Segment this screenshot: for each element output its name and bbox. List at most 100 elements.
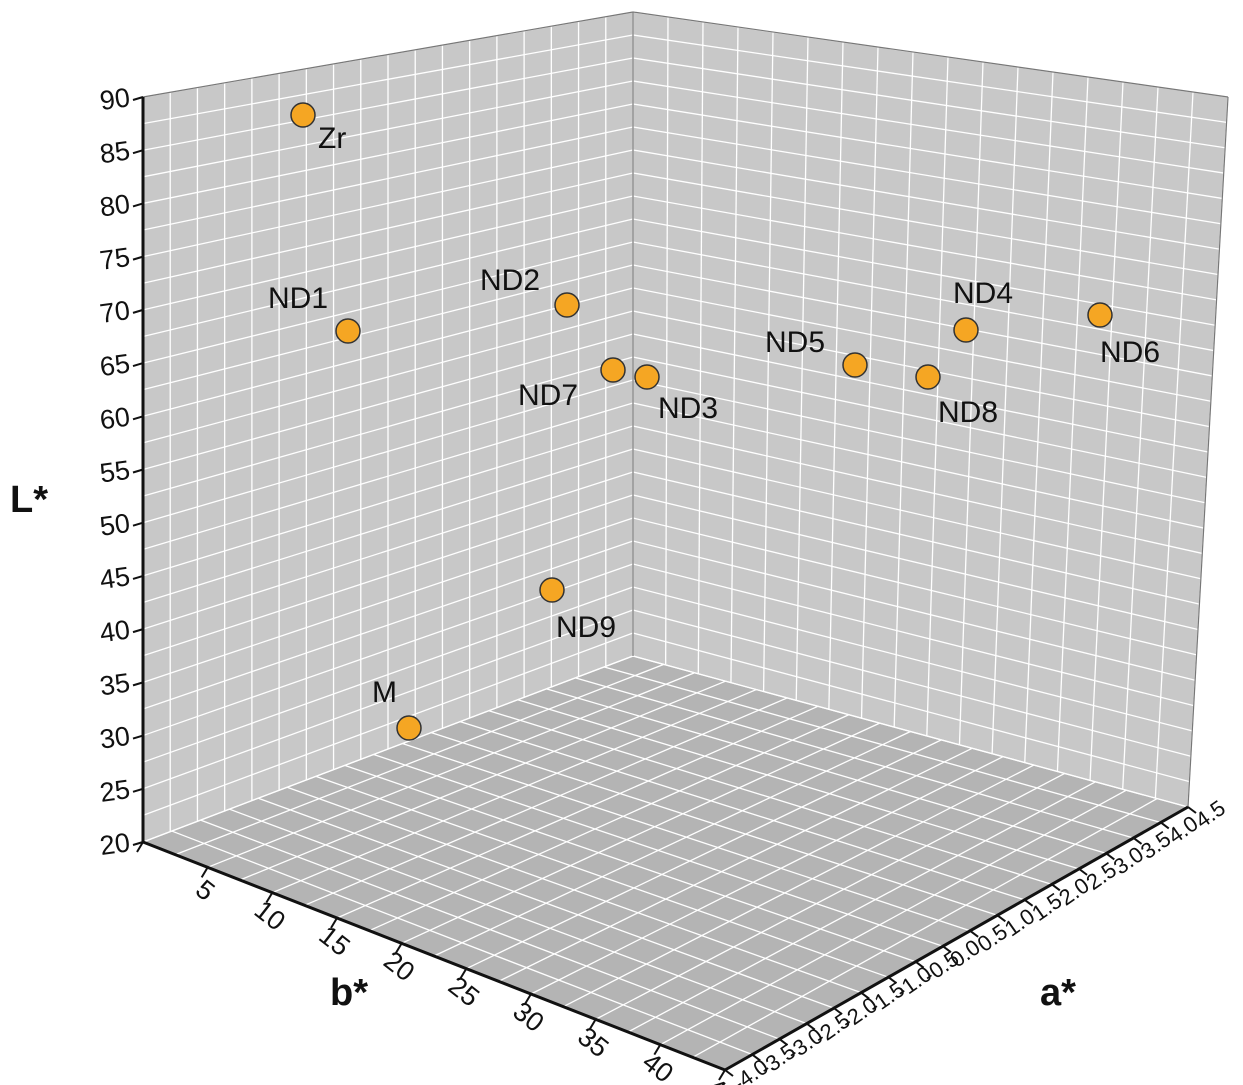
tick-mark (132, 362, 144, 368)
point-zr (290, 102, 316, 128)
gridline (632, 333, 1209, 453)
gridline (142, 103, 634, 205)
point-label: ND2 (480, 264, 540, 297)
chart-axis-titles: L* b* a* (10, 479, 1076, 1014)
gridline (272, 688, 757, 894)
gridline (692, 798, 1158, 1058)
tick-mark (833, 1007, 843, 1015)
chart-points: Zr ND1 ND2 ND7 ND3 ND5 ND8 ND4 ND6 ND9 M (268, 102, 1160, 741)
tick-mark (718, 1069, 726, 1081)
z-tick-label: 75 (98, 242, 132, 276)
tick-mark (915, 960, 925, 969)
gridline (142, 195, 634, 311)
box-edge (1187, 96, 1229, 808)
axis-title-x: b* (330, 972, 368, 1014)
gridline (632, 448, 1202, 580)
gridline (142, 264, 634, 391)
tick-mark (394, 942, 403, 954)
z-tick-label: 45 (98, 561, 132, 595)
tick-mark (132, 521, 144, 527)
tick-mark (200, 866, 209, 878)
gridline (207, 672, 695, 868)
gridline (229, 808, 807, 1025)
tick-mark (132, 149, 144, 155)
tick-mark (132, 308, 144, 314)
point-label: ND6 (1100, 336, 1160, 369)
gridline (142, 655, 634, 843)
point-m (396, 715, 422, 741)
gridline (632, 103, 1223, 200)
tick-mark (136, 841, 144, 853)
gridline (575, 677, 1134, 839)
gridline (401, 722, 880, 944)
tick-mark (132, 255, 144, 261)
gridline (632, 218, 1216, 326)
z-tick-label: 70 (98, 295, 132, 329)
gridline (632, 632, 1190, 783)
gridline (142, 356, 634, 497)
tick-mark (132, 841, 144, 846)
tick-mark (132, 468, 144, 474)
gridline (632, 195, 1217, 301)
tick-mark (1078, 868, 1088, 876)
gridline (142, 471, 634, 630)
gridline (632, 655, 1189, 808)
gridline (142, 172, 634, 284)
tick-mark (132, 734, 144, 740)
tick-mark (969, 929, 979, 938)
axis-title-z: L* (10, 479, 48, 521)
z-tick-label: 80 (98, 189, 132, 223)
gridline (239, 680, 726, 881)
gridline (632, 425, 1203, 555)
point-nd7 (600, 357, 626, 383)
chart-panes (143, 12, 1228, 1070)
z-tick-label: 65 (98, 348, 132, 382)
gridline (632, 609, 1192, 757)
tick-mark (132, 415, 144, 421)
tick-mark (132, 96, 144, 101)
gridline (632, 586, 1193, 732)
box-edge (142, 11, 634, 98)
tick-mark (1160, 821, 1170, 830)
gridline (498, 747, 973, 982)
gridline (488, 710, 1053, 885)
gridline (175, 663, 665, 856)
gridline (142, 34, 634, 125)
gridline (344, 764, 916, 963)
gridline (595, 772, 1065, 1020)
tick-mark (132, 681, 144, 687)
gridline (142, 149, 634, 258)
tick-mark (132, 574, 144, 580)
gridline (142, 310, 634, 444)
z-tick-label: 90 (98, 82, 132, 116)
x-tick-label: 25 (443, 971, 485, 1013)
z-tick-label: 25 (98, 774, 132, 808)
x-tick-label: 10 (249, 895, 291, 937)
gridline (604, 666, 1161, 824)
tick-mark (330, 917, 338, 929)
point-label: ND4 (953, 277, 1013, 310)
point-nd1 (335, 318, 361, 344)
point-nd3 (634, 364, 660, 390)
point-label: Zr (318, 122, 346, 155)
tick-mark (132, 202, 144, 208)
tick-mark (1051, 883, 1061, 892)
gridline (142, 632, 634, 817)
tick-mark (132, 628, 144, 634)
gridline (632, 80, 1224, 174)
pane-right (633, 12, 1228, 807)
gridline (315, 775, 889, 978)
z-tick-label: 20 (98, 827, 132, 861)
tick-mark (588, 1018, 597, 1030)
gridline (632, 356, 1207, 478)
gridline (142, 425, 634, 577)
gridline (142, 609, 634, 790)
gridline (632, 34, 1227, 124)
gridline (517, 699, 1080, 870)
point-nd2 (554, 292, 580, 318)
tick-mark (132, 787, 144, 793)
x-tick-label: 5 (190, 874, 220, 907)
point-nd5 (842, 352, 868, 378)
gridline (563, 764, 1035, 1008)
gridline (632, 172, 1219, 276)
